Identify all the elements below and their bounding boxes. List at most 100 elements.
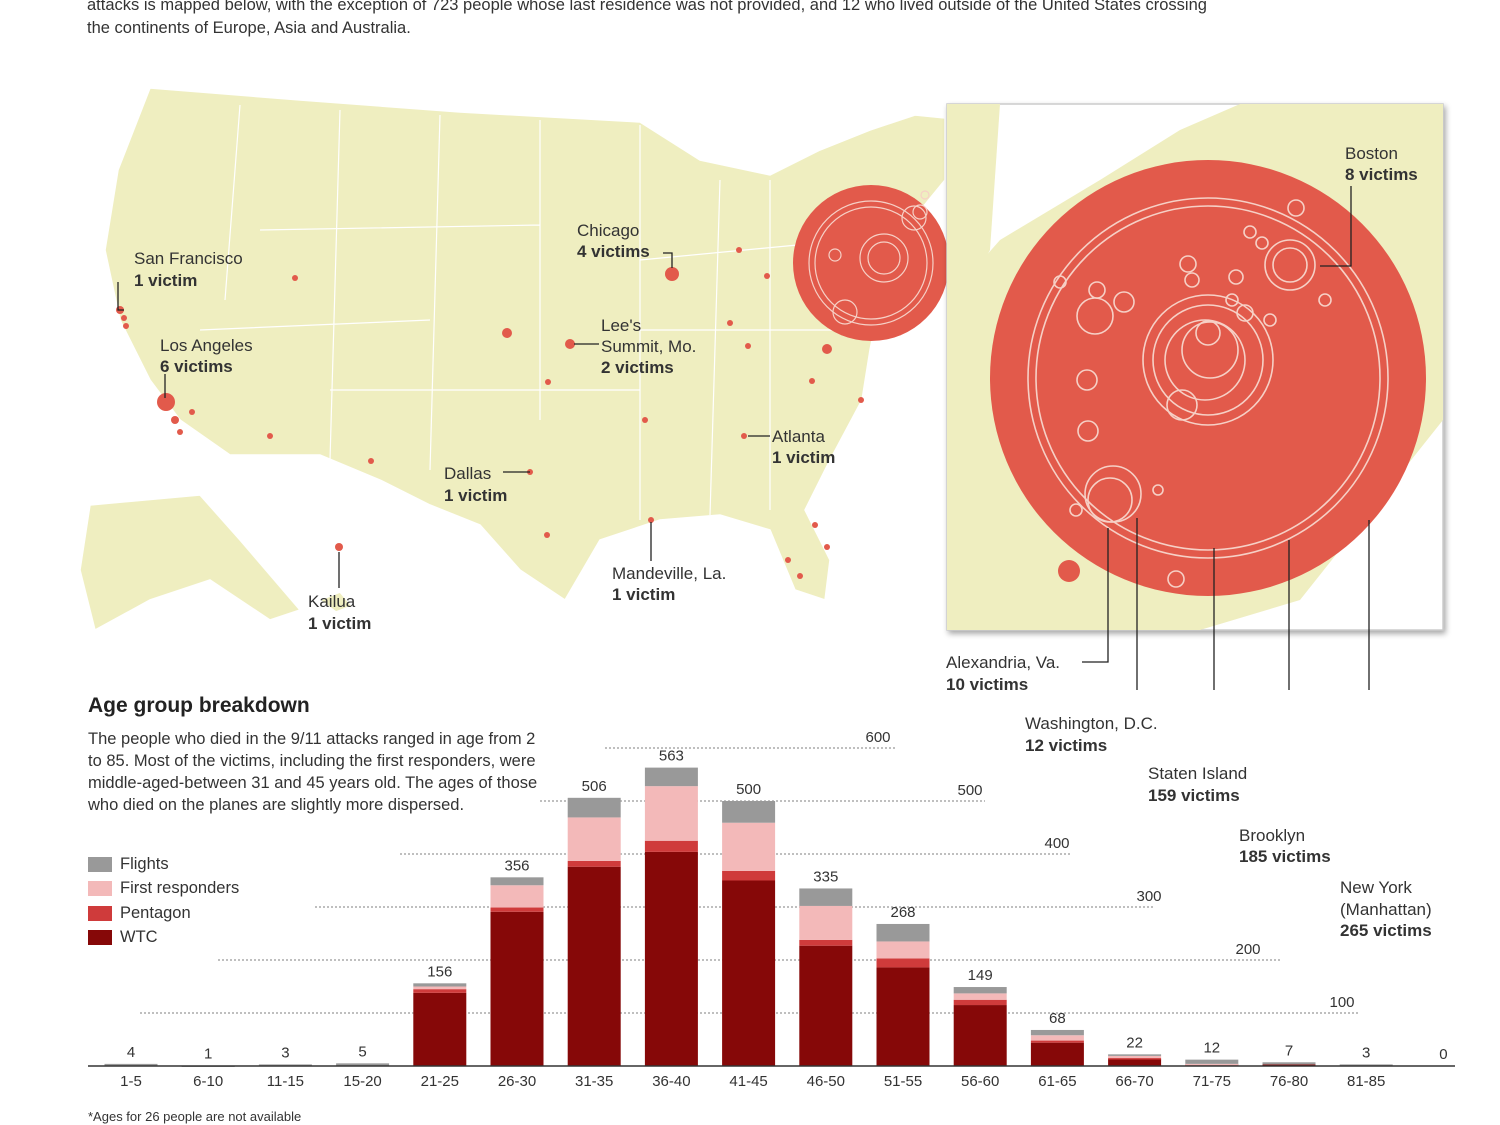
legend-item-flights: Flights	[88, 852, 239, 877]
y-tick-label: 400	[1044, 835, 1069, 852]
bar-segment-wtc	[1262, 1064, 1316, 1066]
x-tick-labels: 1-5 6-10 11-15 15-20 21-25 26-30 31-35 36-40 41-…	[120, 1073, 1385, 1090]
bar-segment-flights	[258, 1064, 312, 1066]
legend-swatch	[88, 881, 112, 897]
bar-total-label: 268	[890, 904, 915, 921]
x-tick-label: 1-5	[120, 1073, 142, 1090]
bar-segment-pentagon	[799, 939, 853, 946]
label-staten-island: Staten Island	[1148, 764, 1247, 783]
bar-segment-flights	[104, 1063, 158, 1066]
us-land	[79, 87, 946, 632]
bar-segment-flights	[336, 1063, 390, 1066]
label-los-angeles: Los Angeles	[160, 336, 253, 355]
bar-total-label: 22	[1126, 1034, 1143, 1051]
bar-segment-wtc	[413, 992, 467, 1066]
bar-segment-flights	[644, 767, 698, 787]
x-tick-label: 11-15	[267, 1073, 304, 1090]
y-tick-label: 500	[957, 782, 982, 799]
bar-segment-wtc	[722, 880, 776, 1066]
bar-segment-wtc	[567, 866, 621, 1066]
y-tick-label: 100	[1329, 994, 1354, 1011]
bar-segment-wtc	[1108, 1059, 1162, 1066]
bar-segment-wtc	[1030, 1042, 1084, 1066]
y-tick-label: 200	[1235, 941, 1260, 958]
legend-item-pentagon: Pentagon	[88, 901, 239, 926]
bar-segment-flights	[876, 923, 930, 942]
bar-segment-flights	[722, 801, 776, 823]
bar-segment-flights	[413, 983, 467, 987]
bar-segment-flights	[1030, 1029, 1084, 1036]
count-staten-island: 159 victims	[1148, 786, 1240, 805]
label-atlanta: Atlanta	[772, 427, 825, 446]
bar-segment-first-responders	[567, 817, 621, 861]
bar-total-label: 7	[1285, 1042, 1293, 1059]
x-tick-label: 76-80	[1270, 1073, 1308, 1090]
x-tick-label: 51-55	[884, 1073, 922, 1090]
intro-line-2: the continents of Europe, Asia and Austr…	[87, 19, 411, 37]
bar-total-label: 0	[1439, 1046, 1447, 1063]
chart-legend: Flights First responders Pentagon WTC	[88, 852, 239, 950]
legend-swatch	[88, 856, 112, 872]
bar-segment-flights	[1262, 1062, 1316, 1065]
count-los-angeles: 6 victims	[160, 357, 233, 376]
label-lees-summit-2: Summit, Mo.	[601, 337, 696, 356]
x-tick-label: 21-25	[421, 1073, 459, 1090]
chart-title: Age group breakdown	[88, 694, 310, 717]
count-mandeville: 1 victim	[612, 585, 675, 604]
legend-label: Pentagon	[120, 903, 191, 922]
label-washington: Washington, D.C.	[1025, 714, 1158, 733]
x-tick-label: 6-10	[193, 1073, 223, 1090]
count-boston: 8 victims	[1345, 165, 1418, 184]
bar-segment-first-responders	[799, 905, 853, 940]
bar-segment-wtc	[1185, 1064, 1239, 1066]
legend-swatch	[88, 905, 112, 921]
bar-segment-wtc	[644, 851, 698, 1066]
count-lees-summit: 2 victims	[601, 358, 674, 377]
count-new-york: 265 victims	[1340, 921, 1432, 940]
bar-total-label: 335	[813, 868, 838, 885]
bar-segment-first-responders	[876, 941, 930, 959]
bar-segment-flights	[1185, 1059, 1239, 1064]
bar-total-label: 506	[582, 778, 607, 795]
bar-total-label: 4	[127, 1044, 135, 1061]
x-tick-label: 81-85	[1347, 1073, 1385, 1090]
bar-segment-pentagon	[876, 958, 930, 968]
bar-segment-first-responders	[1030, 1035, 1084, 1041]
label-brooklyn: Brooklyn	[1239, 826, 1305, 845]
legend-label: Flights	[120, 854, 169, 873]
label-new-york-2: (Manhattan)	[1340, 900, 1432, 919]
x-tick-label: 36-40	[652, 1073, 690, 1090]
bar-segment-flights	[953, 987, 1007, 994]
bar-segment-flights	[567, 797, 621, 818]
y-tick-label: 600	[865, 729, 890, 746]
x-tick-label: 71-75	[1193, 1073, 1231, 1090]
footnote: *Ages for 26 people are not available	[88, 1109, 302, 1124]
label-kailua: Kailua	[308, 592, 356, 611]
bar-total-label: 356	[504, 857, 529, 874]
state-borders	[199, 104, 860, 520]
count-brooklyn: 185 victims	[1239, 847, 1331, 866]
bar-segment-flights	[1339, 1064, 1393, 1066]
bar-total-label: 156	[427, 963, 452, 980]
bar-total-label: 5	[358, 1043, 366, 1060]
label-new-york-1: New York	[1340, 878, 1412, 897]
bar-segment-first-responders	[722, 822, 776, 871]
label-chicago: Chicago	[577, 221, 639, 240]
bar-segment-pentagon	[1108, 1058, 1162, 1060]
legend-swatch	[88, 930, 112, 946]
x-tick-label: 15-20	[343, 1073, 381, 1090]
bar-segment-first-responders	[1185, 1063, 1239, 1066]
bar-segment-wtc	[876, 967, 930, 1066]
label-alexandria: Alexandria, Va.	[946, 653, 1060, 672]
bar-segment-first-responders	[1108, 1055, 1162, 1059]
count-washington: 12 victims	[1025, 736, 1107, 755]
bar-segment-wtc	[953, 1005, 1007, 1066]
map-labels: San Francisco 1 victim Los Angeles 6 vic…	[134, 144, 1418, 690]
bar-segment-wtc	[490, 911, 544, 1066]
count-kailua: 1 victim	[308, 614, 371, 633]
count-san-francisco: 1 victim	[134, 271, 197, 290]
bar-total-label: 12	[1203, 1040, 1220, 1057]
contiguous-us-shape	[104, 87, 946, 602]
legend-item-wtc: WTC	[88, 926, 239, 951]
x-tick-label: 56-60	[961, 1073, 999, 1090]
